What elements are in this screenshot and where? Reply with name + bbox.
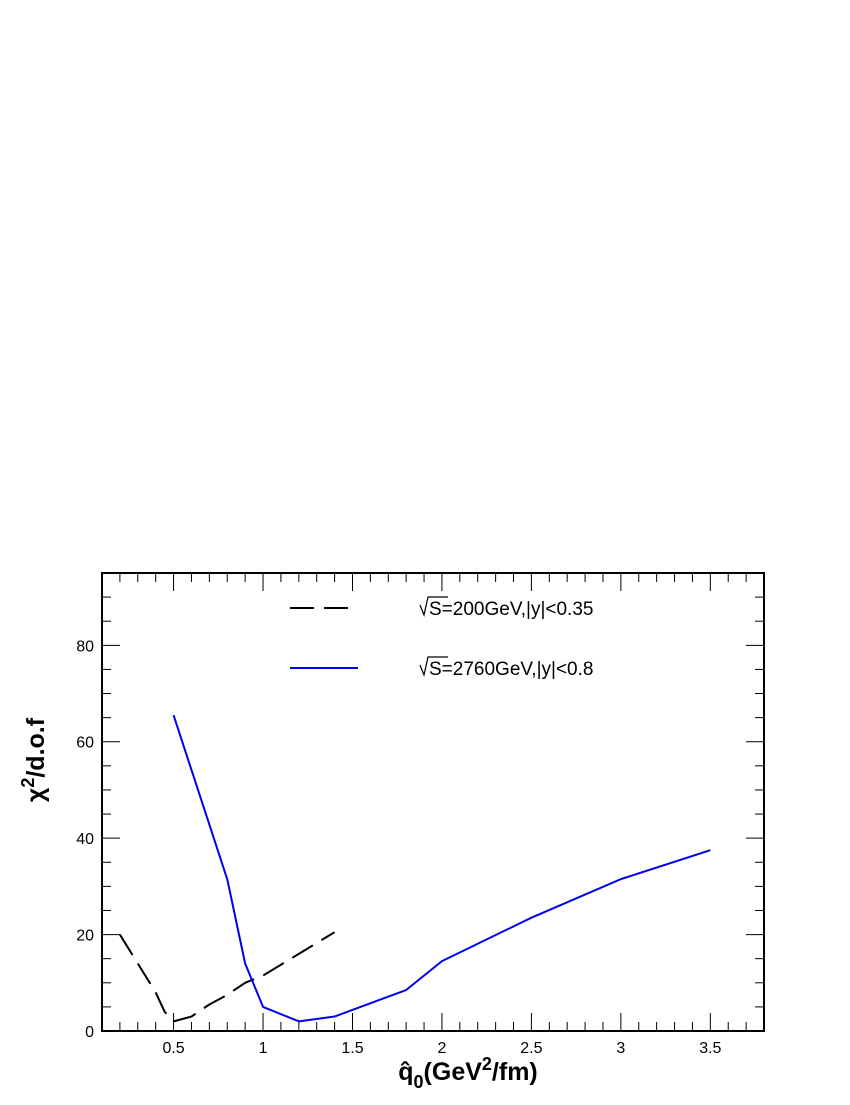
axis-ticks: 0.5 1 1.5 2 2.5 3 3.5 0 20 40 60 80 — [76, 573, 764, 1057]
x-axis-label: q̂0(GeV2/fm) — [398, 1054, 538, 1092]
legend-label-1: S=200GeV,|y|<0.35 — [429, 599, 593, 620]
x-tick-label: 3.5 — [699, 1040, 721, 1057]
x-tick-label: 1 — [259, 1040, 268, 1057]
series-line-2 — [172, 714, 711, 1023]
x-tick-label: 1.5 — [341, 1040, 363, 1057]
y-tick-label: 60 — [76, 735, 94, 752]
x-tick-label: 2.5 — [520, 1040, 542, 1057]
sqrt-symbol-1 — [419, 596, 448, 618]
sqrt-symbol-2 — [419, 656, 448, 678]
series-group — [119, 714, 711, 1023]
x-tick-label: 2 — [437, 1040, 446, 1057]
y-tick-label: 40 — [76, 831, 94, 848]
y-tick-label: 20 — [76, 928, 94, 945]
y-axis-label: χ2/d.o.f — [18, 717, 50, 802]
legend: S=200GeV,|y|<0.35 S=2760GeV,|y|<0.8 — [290, 596, 593, 680]
y-tick-label: 80 — [76, 638, 94, 655]
x-tick-label: 3 — [616, 1040, 625, 1057]
plot-frame — [101, 572, 765, 1032]
x-tick-label: 0.5 — [162, 1040, 184, 1057]
y-tick-label: 0 — [85, 1024, 94, 1041]
legend-label-2: S=2760GeV,|y|<0.8 — [429, 659, 593, 680]
series-line-1 — [119, 931, 336, 1023]
